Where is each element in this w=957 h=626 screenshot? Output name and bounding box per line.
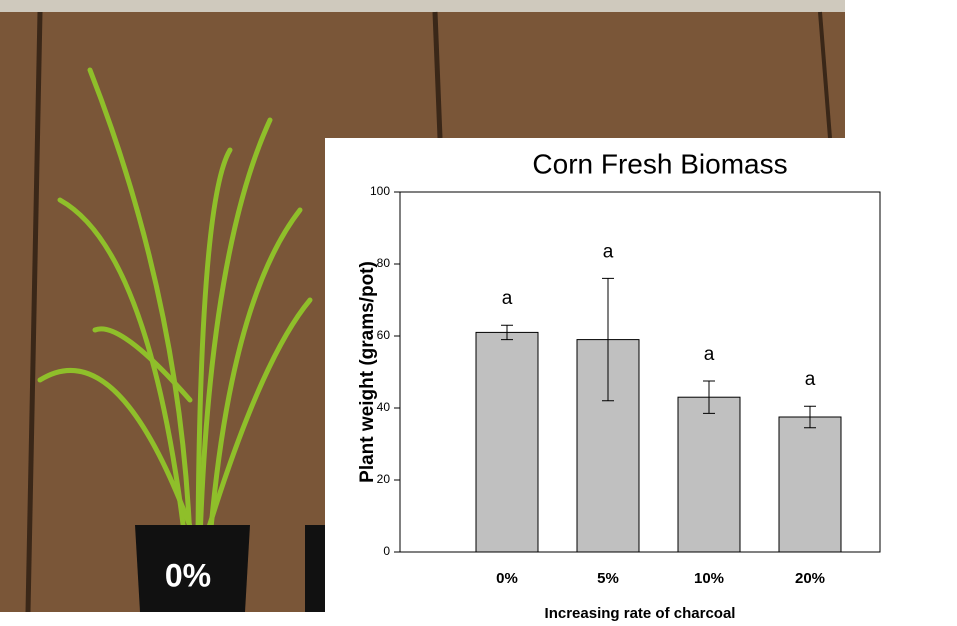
x-axis-label: Increasing rate of charcoal [545, 605, 736, 622]
x-tick-label: 5% [597, 570, 619, 587]
annotation: a [805, 369, 816, 390]
error-bar [804, 405, 816, 429]
error-bar [703, 380, 715, 414]
chart-panel [325, 138, 957, 626]
y-axis-label: Plant weight (grams/pot) [357, 261, 378, 483]
error-bar [501, 324, 513, 341]
x-tick-label: 0% [496, 570, 518, 587]
x-tick-label: 10% [694, 570, 724, 587]
plot-frame [399, 191, 881, 553]
y-tick-label: 80 [377, 256, 391, 270]
y-tick-label: 0 [383, 544, 390, 558]
y-tick-label: 100 [370, 184, 390, 198]
y-tick-label: 20 [377, 472, 391, 486]
photo: 0% [0, 0, 845, 613]
chart-title: Corn Fresh Biomass [532, 148, 787, 179]
annotation: a [502, 288, 513, 309]
x-tick-label: 20% [795, 570, 825, 587]
error-bar [602, 277, 614, 402]
bar [677, 396, 741, 553]
bar [778, 416, 842, 553]
annotation: a [603, 241, 614, 262]
y-tick-label: 60 [377, 328, 391, 342]
bar [475, 331, 539, 553]
photo-label: 0% [165, 557, 211, 593]
annotation: a [704, 344, 715, 365]
y-tick-label: 40 [377, 400, 391, 414]
